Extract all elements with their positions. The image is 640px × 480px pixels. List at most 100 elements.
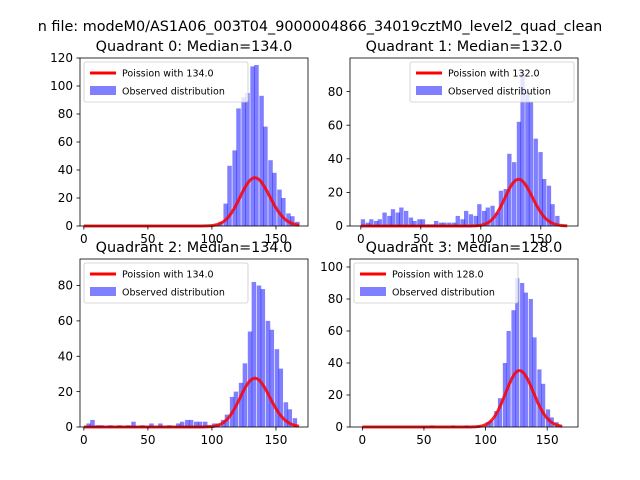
panel-title: Quadrant 1: Median=132.0 [366,39,563,55]
histogram-bar [256,285,262,427]
legend-box [83,61,249,103]
histogram-bar [438,222,444,226]
y-tick-label: 20 [58,191,73,205]
y-tick-label: 0 [65,219,73,233]
x-tick-label: 50 [413,232,428,246]
histogram-bar [399,207,404,226]
y-tick-label: 60 [328,118,343,132]
quadrant-2-panel: 0 50 100 150 0 20 40 60 80 Quadrant 2: Median=134… [58,240,309,447]
y-tick-label: 20 [328,388,343,402]
y-tick-label: 20 [328,186,343,200]
histogram-bar [223,203,228,226]
histogram-bar [520,283,525,427]
histogram-bar [265,320,271,427]
histogram-bar [494,411,499,427]
y-tick-label: 0 [65,420,73,434]
histogram-bar [464,210,469,226]
histogram-bar [555,215,560,226]
histogram-bar [274,349,280,427]
x-tick-label: 0 [80,433,88,447]
histogram-bar [194,421,199,427]
histogram-bar [550,204,555,226]
histogram-bar [515,278,520,427]
histogram-bar [485,207,490,226]
histogram-bar [268,160,273,226]
histogram-bar [490,205,495,226]
histogram-bar [254,65,259,226]
histogram-bar [516,121,522,226]
histogram-bar [365,222,370,226]
x-tick-label: 150 [265,232,288,246]
histogram-bar [395,212,400,226]
histogram-bar [482,210,487,226]
x-tick-label: 50 [140,433,155,447]
histogram-bar [489,420,494,427]
histogram-bar [202,421,208,427]
histogram-bar [468,214,474,226]
histogram-bar [528,299,533,427]
histogram-bar [525,91,530,226]
x-tick-label: 150 [529,232,552,246]
histogram-bar [512,162,517,226]
histogram-bar [86,423,91,427]
y-tick-label: 80 [58,279,73,293]
histogram-bar [460,219,465,226]
quadrant-3-panel: 0 50 100 150 0 20 40 60 80 100 Quadrant 3: Median=… [320,240,579,447]
histogram-bar [277,189,282,226]
histogram-bar [523,292,528,427]
y-tick-label: 100 [50,79,73,93]
histogram-bar [390,209,396,226]
histogram-bar [227,165,232,226]
legend-bar-swatch [90,287,116,296]
y-tick-label: 60 [328,324,343,338]
legend-label-poisson: Poission with 134.0 [122,270,214,281]
y-tick-label: 80 [58,107,73,121]
histogram-bar [360,219,366,226]
histogram-bar [374,220,379,226]
legend-box [409,61,575,103]
y-tick-label: 40 [328,356,343,370]
histogram-bar [477,204,482,226]
legend-label-poisson: Poission with 134.0 [122,69,214,80]
panel-title: Quadrant 0: Median=134.0 [96,39,293,55]
histogram-bar [387,215,392,226]
histogram-bar [283,402,289,427]
histogram-bar [176,423,181,427]
histogram-bar [542,178,547,226]
histogram-bar [241,97,246,226]
histogram-bar [90,419,95,427]
legend-box [83,262,249,304]
figure-title: n file: modeM0/AS1A06_003T04_9000004866_… [38,19,603,35]
histogram-bar [272,172,277,226]
histogram-bar [538,152,543,226]
legend-bar-swatch [90,86,116,95]
y-tick-label: 0 [335,219,343,233]
x-tick-label: 100 [200,232,223,246]
quadrant-0-panel: 0 50 100 150 0 20 40 60 80 100 120 Quadrant 0: Medi… [50,39,309,246]
histogram-bar [455,215,460,226]
axes-frame [349,258,579,428]
histogram-bar [497,398,503,427]
histogram-bar [251,281,257,427]
x-tick-label: 50 [416,433,431,447]
x-tick-label: 100 [474,433,497,447]
legend: Poission with 132.0 Observed distribution [409,61,575,103]
histogram-bar [149,423,154,427]
y-tick-label: 20 [58,385,73,399]
histogram-bar [245,93,250,226]
histogram-bar [185,419,190,427]
legend-label-observed: Observed distribution [122,288,225,299]
histogram-bar [408,217,414,226]
histogram-bar [473,215,478,226]
legend: Poission with 134.0 Observed distribution [83,262,249,304]
histogram-bar [292,418,298,427]
histogram-bar [412,220,417,226]
histogram-bar [260,289,266,427]
histogram-bar [158,423,163,427]
x-tick-label: 0 [80,232,88,246]
x-tick-label: 50 [140,232,155,246]
histogram-bar [546,185,552,226]
histogram-bar [286,213,291,226]
y-tick-label: 60 [58,314,73,328]
